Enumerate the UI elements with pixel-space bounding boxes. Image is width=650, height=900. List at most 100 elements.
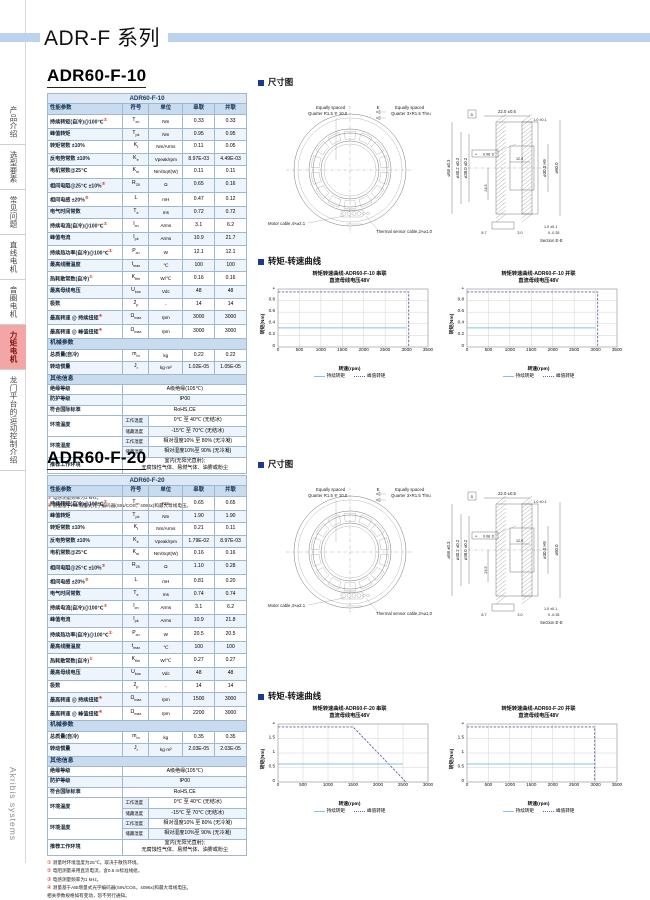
row-symbol: Ωmax <box>122 706 150 722</box>
x-axis-label: 转速(rpm) <box>527 367 550 372</box>
x-tick-label: 3000 <box>423 782 434 787</box>
row-label: 绝缘等级 <box>46 765 124 778</box>
dimension-label: Equally spaced <box>395 105 425 110</box>
row-series-value: 0.11 <box>182 140 216 154</box>
x-tick-label: 0 <box>277 347 280 352</box>
legend-line-dashed-icon <box>543 375 554 377</box>
chart-legend: 持续转矩 峰值转矩 <box>447 373 630 379</box>
dimension-label: 0.08 <box>483 535 490 539</box>
group-header-other: 其他信息 <box>47 755 247 768</box>
y-tick-label: 0.6 <box>269 308 276 313</box>
table-row: 转矩常数 ±10% Kt Nm/Arms 0.11 0.05 <box>46 140 247 154</box>
dimension-label: ⌖ <box>475 535 477 539</box>
sidebar-item-4[interactable]: 音圈电机 <box>0 280 26 325</box>
y-tick-label: 1 <box>461 749 464 754</box>
row-unit: Arms <box>148 218 184 234</box>
legend-label: 持续转矩 <box>326 808 345 813</box>
footnote: 相关参数规格如有变动，恕不另行通知。 <box>47 893 130 899</box>
y-tick-label: 2 <box>461 722 464 725</box>
sub-label-store: 储藏温度 <box>122 807 150 820</box>
page-title: ADR-F 系列 <box>40 22 168 52</box>
row-label: 持续转矩(自冷)@100℃① <box>46 495 124 511</box>
sidebar-item-6[interactable]: 龙门平台的运动控制介绍 <box>0 370 26 471</box>
row-series-value: 14 <box>182 297 216 312</box>
curve-heading-text-f20: 转矩-转速曲线 <box>268 691 322 701</box>
value-store: -15℃ 至 70℃ (无结冰) <box>148 807 247 820</box>
row-series-value: 0.27 <box>182 653 216 669</box>
dimension-label: 0 -0.35 <box>548 613 559 617</box>
x-tick-label: 2000 <box>548 347 559 352</box>
row-label-temp: 环境温度 <box>46 415 124 438</box>
row-label: 绝缘等级 <box>46 383 124 396</box>
footnotes-f20: ① 测量时环境温度为25℃。取决于散热环境。 ② 电阻测量采用直流电流，含0.5 … <box>47 859 262 900</box>
value-work: 相对湿度10% 至 80% (无冷凝) <box>148 436 247 448</box>
row-unit: Vpeak/rpm <box>148 152 184 167</box>
x-tick-label: 3000 <box>590 782 601 787</box>
row-label: 峰值电流 <box>46 232 124 246</box>
table-row: 热耗散常数(自冷)① Kthn W/℃ 0.27 0.27 <box>46 653 247 669</box>
row-unit: W/℃ <box>148 271 184 287</box>
dimension-heading-f20: 尺寸图 <box>258 458 643 470</box>
peak-torque-series <box>278 726 407 783</box>
dimension-label: ⌖ <box>475 153 477 157</box>
sidebar-item-3[interactable]: 直线电机 <box>0 235 26 280</box>
table-row: 符合国际标准 RoHS,CE <box>46 786 247 799</box>
legend-label: 持续转矩 <box>326 373 345 378</box>
row-series-value: 48 <box>182 667 216 681</box>
row-label: 热耗散常数(自冷)① <box>46 653 124 669</box>
sidebar-item-2[interactable]: 常见问题 <box>0 190 26 235</box>
row-unit: rpm <box>148 706 184 722</box>
row-parallel-value: 3000 <box>214 310 247 326</box>
row-label: 持续热功率(自冷)@100℃① <box>46 626 124 642</box>
dimension-label: ⌀58 ±0.3 <box>446 541 451 559</box>
col-parallel: 并联 <box>214 485 247 497</box>
row-label: 电气时间常数 <box>46 205 124 220</box>
row-series-value: 2200 <box>182 706 216 722</box>
y-tick-label: 1.5 <box>269 734 276 739</box>
dimension-label: 1.0 ±0.1 <box>544 225 557 229</box>
row-series-value: 3000 <box>182 324 216 340</box>
row-label: 转矩常数 ±10% <box>46 522 124 536</box>
sub-label-store: 储藏温度 <box>122 425 150 438</box>
y-tick-label: 0 <box>461 343 464 348</box>
row-parallel-value: 6.2 <box>214 218 247 234</box>
row-parallel-value: 21.7 <box>214 232 247 246</box>
row-unit: Arms <box>148 614 184 628</box>
row-parallel-value: 0.12 <box>214 191 247 207</box>
sidebar-item-5[interactable]: 力矩电机 <box>0 325 26 370</box>
curve-heading-text-f10: 转矩-转速曲线 <box>268 256 322 266</box>
legend-line-solid-icon <box>313 810 325 812</box>
sidebar-item-0[interactable]: 产品介绍 <box>0 100 26 145</box>
sidebar-item-1[interactable]: 选型要素 <box>0 145 26 190</box>
x-tick-label: 1500 <box>337 347 348 352</box>
row-unit: Arms <box>148 232 184 246</box>
dimension-label: ⌀60.0 <box>554 162 559 174</box>
table-row: 最高转速 @ 峰值扭矩④ Ωmax rpm 3000 3000 <box>46 324 247 340</box>
dimension-label: 1.0 ±0.1 <box>533 500 546 504</box>
row-value-env: 室内(无阳光直射); 无腐蚀性气体、易燃气体、油雾或粉尘 <box>122 838 247 856</box>
row-symbol: tmax <box>122 640 150 655</box>
x-tick-label: 2500 <box>569 347 580 352</box>
y-tick-label: 0.4 <box>269 320 276 325</box>
row-parallel-value: 0.33 <box>214 113 247 129</box>
row-series-value: 3.1 <box>182 218 216 234</box>
row-parallel-value: 4.49E-03 <box>214 152 247 167</box>
table-row: 峰值电流 Ipk Arms 10.9 21.7 <box>46 232 247 246</box>
dimension-label: 22.0 ±0.5 <box>498 109 516 114</box>
table-row: 持续电流(自冷)@100℃① Icn Arms 3.1 6.2 <box>46 600 247 616</box>
row-series-value: 8.97E-03 <box>182 152 216 167</box>
footnote-marker-icon: ② <box>47 868 52 875</box>
value-store: 相对湿度10%至 90% (无冷凝) <box>148 446 247 458</box>
row-label: 持续电流(自冷)@100℃① <box>46 600 124 616</box>
group-header-mechanical: 机械参数 <box>47 338 247 350</box>
dimension-label: 12.0 <box>516 157 523 161</box>
value-store: -15℃ 至 70℃ (无结冰) <box>148 425 247 438</box>
x-tick-label: 500 <box>299 782 307 787</box>
dimension-label: Quarter R1.5 ∓ 10.0 <box>308 493 348 498</box>
chart-title-line2: 直流母线电压48V <box>518 278 559 284</box>
row-unit: ℃ <box>148 640 184 655</box>
row-symbol: Ωmax <box>122 310 150 326</box>
y-tick-label: 0.5 <box>458 763 465 768</box>
row-symbol: Kt <box>122 522 150 536</box>
